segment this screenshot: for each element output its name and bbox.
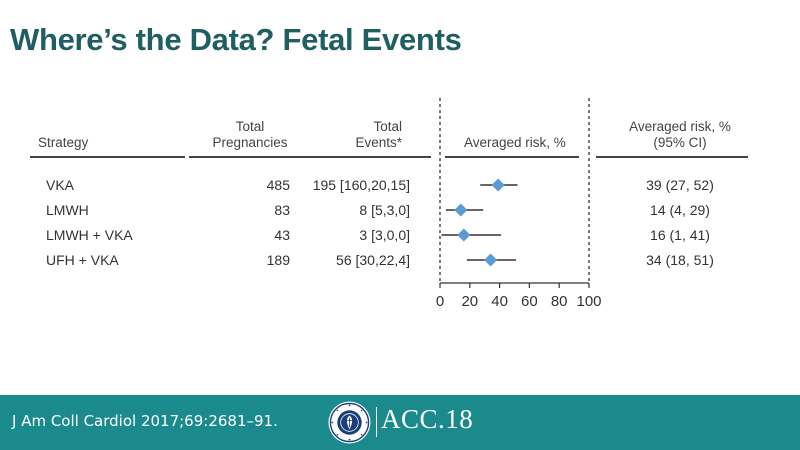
- header-rule-4: [596, 156, 748, 158]
- row-pregnancies: 485: [266, 177, 290, 193]
- row-strategy: LMWH + VKA: [46, 227, 133, 243]
- header-total-pregnancies-line1: Total: [235, 119, 265, 134]
- row-strategy: VKA: [46, 177, 75, 193]
- estimate-marker: [454, 203, 468, 217]
- footer-bar: J Am Coll Cardiol 2017;69:2681–91. ACC.1…: [0, 395, 800, 450]
- logo-divider: [376, 407, 377, 437]
- header-total-pregnancies-line2: Pregnancies: [212, 135, 288, 150]
- row-events: 56 [30,22,4]: [336, 252, 410, 268]
- header-strategy: Strategy: [38, 135, 89, 150]
- row-events: 8 [5,3,0]: [359, 202, 410, 218]
- header-averaged-risk: Averaged risk, %: [464, 135, 566, 150]
- row-risk-ci: 14 (4, 29): [650, 202, 710, 218]
- header-rule-3: [445, 156, 579, 158]
- row-pregnancies: 83: [274, 202, 290, 218]
- row-pregnancies: 189: [266, 252, 290, 268]
- row-strategy: LMWH: [46, 202, 89, 218]
- estimate-marker: [484, 253, 498, 267]
- header-rule-1: [30, 156, 185, 158]
- x-tick-label: 20: [461, 293, 478, 310]
- x-tick-label: 40: [491, 293, 508, 310]
- header-total-events-line2: Events*: [355, 135, 402, 150]
- forest-plot: 0 20 40 60 80 100: [436, 98, 602, 310]
- x-tick-label: 60: [521, 293, 538, 310]
- row-strategy: UFH + VKA: [46, 252, 119, 268]
- row-pregnancies: 43: [274, 227, 290, 243]
- row-risk-ci: 34 (18, 51): [646, 252, 714, 268]
- header-total-events: Total Events*: [320, 119, 402, 151]
- header-total-events-line1: Total: [373, 119, 402, 134]
- header-ci-line2: (95% CI): [653, 135, 707, 150]
- x-tick-label: 80: [551, 293, 568, 310]
- row-risk-ci: 39 (27, 52): [646, 177, 714, 193]
- x-tick-label: 100: [576, 293, 601, 310]
- header-rule-2: [189, 156, 431, 158]
- citation-text: J Am Coll Cardiol 2017;69:2681–91.: [12, 412, 278, 430]
- row-events: 195 [160,20,15]: [312, 177, 410, 193]
- x-tick-label: 0: [436, 293, 444, 310]
- row-risk-ci: 16 (1, 41): [650, 227, 710, 243]
- slide-title: Where’s the Data? Fetal Events: [10, 22, 462, 57]
- header-ci-line1: Averaged risk, %: [629, 119, 731, 134]
- header-total-pregnancies: Total Pregnancies: [200, 119, 300, 151]
- header-ci: Averaged risk, % (95% CI): [612, 119, 748, 151]
- acc-logo-text: ACC.18: [381, 404, 474, 434]
- row-events: 3 [3,0,0]: [359, 227, 410, 243]
- acc-seal-icon: [328, 401, 371, 444]
- estimate-marker: [457, 228, 471, 242]
- estimate-marker: [491, 178, 505, 192]
